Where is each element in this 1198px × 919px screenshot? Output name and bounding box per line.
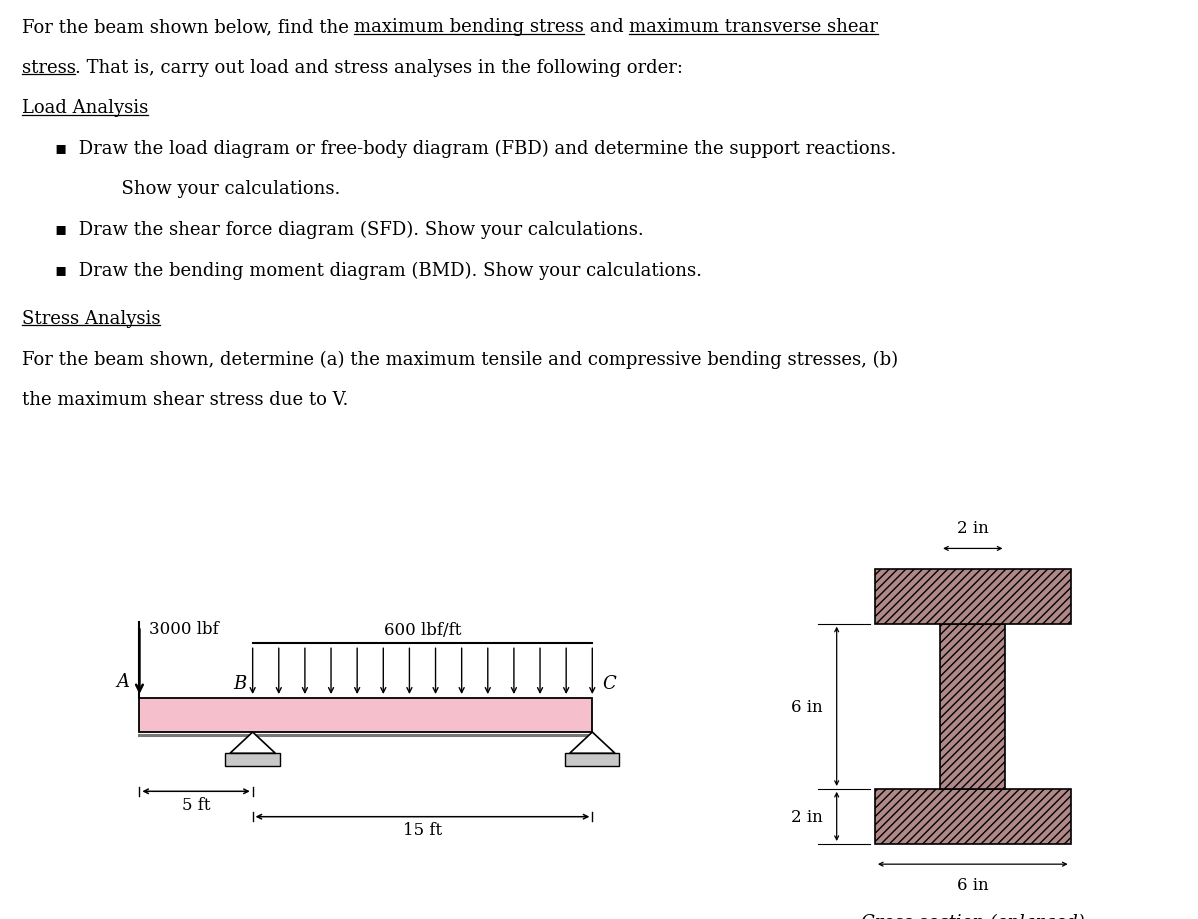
Text: Load Analysis: Load Analysis: [22, 99, 147, 118]
Text: ▪  Draw the load diagram or free-body diagram (FBD) and determine the support re: ▪ Draw the load diagram or free-body dia…: [55, 140, 896, 158]
Text: B: B: [232, 675, 247, 692]
Text: 6 in: 6 in: [957, 877, 988, 893]
Text: maximum transverse shear: maximum transverse shear: [629, 18, 878, 37]
Text: A: A: [116, 673, 129, 690]
Polygon shape: [230, 732, 276, 754]
Text: 2 in: 2 in: [791, 808, 822, 825]
Text: 2 in: 2 in: [957, 520, 988, 537]
Text: and: and: [583, 18, 629, 37]
Bar: [940, 624, 1005, 789]
Bar: [225, 754, 280, 766]
Text: For the beam shown, determine (a) the maximum tensile and compressive bending st: For the beam shown, determine (a) the ma…: [22, 350, 897, 369]
Text: stress: stress: [22, 59, 75, 77]
Bar: [875, 789, 1071, 844]
Bar: [139, 698, 592, 732]
Text: For the beam shown below, find the: For the beam shown below, find the: [22, 18, 355, 37]
Text: ▪  Draw the bending moment diagram (BMD). Show your calculations.: ▪ Draw the bending moment diagram (BMD).…: [55, 261, 702, 279]
Text: Cross section (enlarged): Cross section (enlarged): [861, 913, 1084, 919]
Text: 5 ft: 5 ft: [182, 796, 211, 812]
Text: 6 in: 6 in: [791, 698, 822, 715]
Text: Stress Analysis: Stress Analysis: [22, 310, 161, 327]
Text: C: C: [603, 675, 616, 692]
Text: Show your calculations.: Show your calculations.: [87, 180, 340, 199]
Text: the maximum shear stress due to V.: the maximum shear stress due to V.: [22, 391, 347, 408]
Text: ▪  Draw the shear force diagram (SFD). Show your calculations.: ▪ Draw the shear force diagram (SFD). Sh…: [55, 221, 643, 239]
Text: . That is, carry out load and stress analyses in the following order:: . That is, carry out load and stress ana…: [75, 59, 683, 77]
Bar: [565, 754, 619, 766]
Text: 15 ft: 15 ft: [403, 821, 442, 838]
Polygon shape: [570, 732, 615, 754]
Bar: [875, 569, 1071, 624]
Text: 600 lbf/ft: 600 lbf/ft: [383, 621, 461, 639]
Text: 3000 lbf: 3000 lbf: [150, 620, 219, 637]
Text: maximum bending stress: maximum bending stress: [355, 18, 583, 37]
